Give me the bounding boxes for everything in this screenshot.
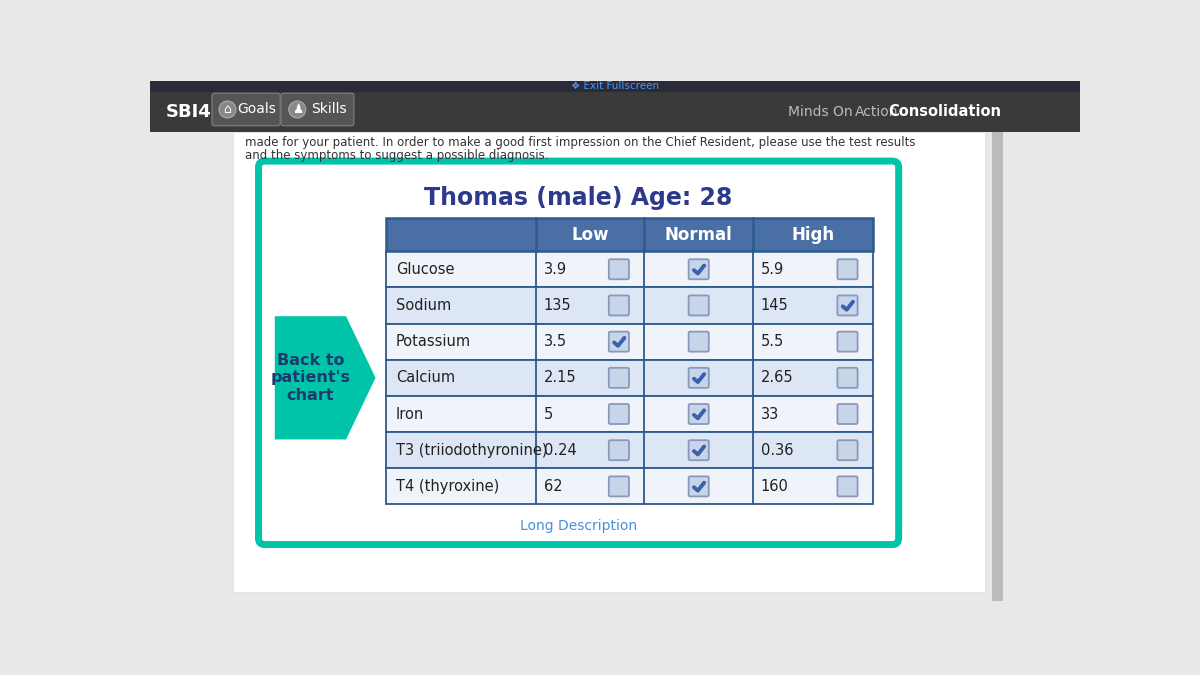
FancyBboxPatch shape: [386, 251, 874, 288]
Text: Action: Action: [854, 105, 898, 119]
Text: ⌂: ⌂: [223, 103, 232, 116]
Polygon shape: [275, 316, 376, 439]
Text: 62: 62: [544, 479, 563, 494]
FancyBboxPatch shape: [212, 93, 281, 126]
Text: 2.65: 2.65: [761, 371, 793, 385]
FancyBboxPatch shape: [386, 323, 874, 360]
Text: SBI4U: SBI4U: [166, 103, 226, 121]
Text: ❖ Exit Fullscreen: ❖ Exit Fullscreen: [571, 82, 659, 91]
FancyBboxPatch shape: [838, 331, 858, 352]
Text: 135: 135: [544, 298, 571, 313]
FancyBboxPatch shape: [150, 92, 1080, 132]
Text: Sodium: Sodium: [396, 298, 451, 313]
Text: 3.5: 3.5: [544, 334, 566, 349]
Text: Long Description: Long Description: [520, 519, 637, 533]
Text: 0.36: 0.36: [761, 443, 793, 458]
Text: High: High: [792, 225, 834, 244]
Text: 160: 160: [761, 479, 788, 494]
FancyBboxPatch shape: [689, 296, 709, 315]
FancyBboxPatch shape: [838, 368, 858, 388]
FancyBboxPatch shape: [386, 288, 874, 323]
Text: Minds On: Minds On: [788, 105, 853, 119]
FancyBboxPatch shape: [258, 161, 899, 545]
FancyBboxPatch shape: [608, 259, 629, 279]
Text: Goals: Goals: [238, 103, 276, 117]
FancyBboxPatch shape: [689, 259, 709, 279]
Text: Low: Low: [571, 225, 608, 244]
FancyBboxPatch shape: [386, 396, 874, 432]
Text: 5.5: 5.5: [761, 334, 784, 349]
FancyBboxPatch shape: [689, 477, 709, 496]
FancyBboxPatch shape: [838, 440, 858, 460]
FancyBboxPatch shape: [386, 432, 874, 468]
Text: Potassium: Potassium: [396, 334, 470, 349]
Text: T3 (triiodothyronine): T3 (triiodothyronine): [396, 443, 547, 458]
FancyBboxPatch shape: [608, 368, 629, 388]
Text: Iron: Iron: [396, 406, 424, 421]
Circle shape: [289, 101, 306, 118]
FancyBboxPatch shape: [838, 296, 858, 315]
Text: 33: 33: [761, 406, 779, 421]
FancyBboxPatch shape: [838, 259, 858, 279]
FancyBboxPatch shape: [689, 331, 709, 352]
Text: Skills: Skills: [311, 103, 347, 117]
Text: Normal: Normal: [665, 225, 732, 244]
Text: ♟: ♟: [292, 103, 302, 116]
FancyBboxPatch shape: [992, 81, 1002, 601]
FancyBboxPatch shape: [608, 440, 629, 460]
Text: 3.9: 3.9: [544, 262, 566, 277]
FancyBboxPatch shape: [689, 404, 709, 424]
FancyBboxPatch shape: [608, 404, 629, 424]
Text: Consolidation: Consolidation: [888, 105, 1001, 119]
FancyBboxPatch shape: [608, 296, 629, 315]
Text: Calcium: Calcium: [396, 371, 455, 385]
Text: 0.24: 0.24: [544, 443, 576, 458]
FancyBboxPatch shape: [233, 132, 985, 592]
Text: Glucose: Glucose: [396, 262, 454, 277]
Text: T4 (thyroxine): T4 (thyroxine): [396, 479, 499, 494]
FancyBboxPatch shape: [150, 81, 1080, 92]
FancyBboxPatch shape: [838, 404, 858, 424]
FancyBboxPatch shape: [689, 368, 709, 388]
FancyBboxPatch shape: [281, 93, 354, 126]
FancyBboxPatch shape: [608, 477, 629, 496]
Text: 145: 145: [761, 298, 788, 313]
FancyBboxPatch shape: [608, 331, 629, 352]
Text: 2.15: 2.15: [544, 371, 576, 385]
Text: 5: 5: [544, 406, 553, 421]
Text: Back to
patient's
chart: Back to patient's chart: [270, 353, 350, 403]
Text: 5.9: 5.9: [761, 262, 784, 277]
FancyBboxPatch shape: [386, 218, 874, 251]
Text: and the symptoms to suggest a possible diagnosis.: and the symptoms to suggest a possible d…: [245, 148, 548, 162]
Circle shape: [218, 101, 236, 118]
Text: made for your patient. In order to make a good first impression on the Chief Res: made for your patient. In order to make …: [245, 136, 916, 149]
FancyBboxPatch shape: [838, 477, 858, 496]
FancyBboxPatch shape: [386, 468, 874, 504]
FancyBboxPatch shape: [689, 440, 709, 460]
FancyBboxPatch shape: [386, 360, 874, 396]
Text: Thomas (male) Age: 28: Thomas (male) Age: 28: [425, 186, 733, 210]
